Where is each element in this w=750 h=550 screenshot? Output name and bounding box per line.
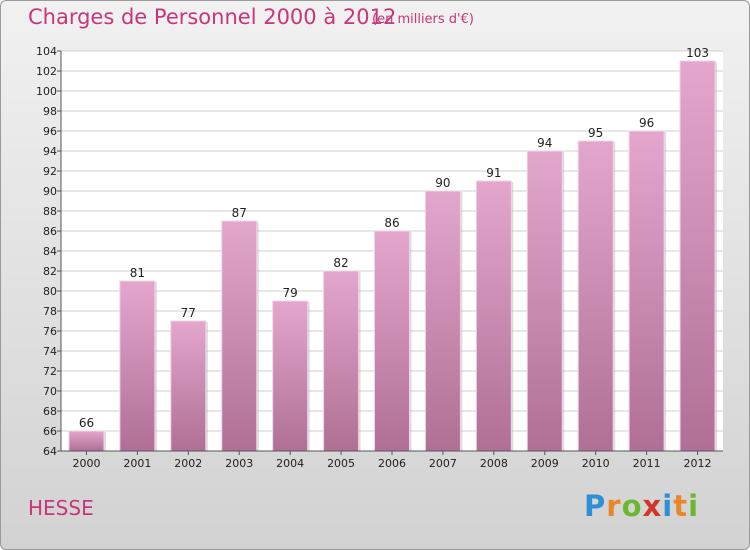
y-tick-label: 64 — [43, 445, 57, 458]
data-label-2010: 95 — [588, 126, 603, 140]
x-tick-label: 2001 — [123, 457, 151, 470]
data-label-2002: 77 — [181, 306, 196, 320]
data-label-2009: 94 — [537, 136, 552, 150]
bar-2008 — [475, 180, 512, 452]
y-tick-label: 80 — [43, 285, 57, 298]
x-tick-label: 2008 — [480, 457, 508, 470]
bar-2001 — [119, 280, 156, 452]
logo-letter: x — [642, 489, 663, 523]
x-tick-label: 2004 — [276, 457, 304, 470]
y-tick-label: 70 — [43, 385, 57, 398]
x-tick-label: 2010 — [582, 457, 610, 470]
x-tick-label: 2007 — [429, 457, 457, 470]
data-labels: 66 81 77 87 79 82 86 90 91 94 95 96 103 — [79, 46, 709, 430]
y-tick-label: 90 — [43, 185, 57, 198]
bar-2010 — [577, 140, 614, 452]
bar-2002 — [170, 320, 207, 452]
bar-2012 — [679, 60, 716, 452]
y-tick-label: 102 — [36, 65, 57, 78]
y-tick-label: 104 — [36, 45, 57, 58]
data-label-2001: 81 — [130, 266, 145, 280]
bar-2003 — [221, 220, 258, 452]
chart-title: Charges de Personnel 2000 à 2012 — [28, 5, 397, 29]
proxiti-logo[interactable]: Proxiti — [584, 489, 699, 523]
logo-letter: i — [688, 489, 700, 523]
place-name: HESSE — [28, 496, 94, 520]
bar-2005 — [323, 270, 360, 452]
y-tick-label: 94 — [43, 145, 57, 158]
y-axis: 64 66 68 70 72 74 76 78 80 82 84 86 88 90 92 94 96 98 100 1… — [36, 45, 62, 458]
x-tick-label: 2005 — [327, 457, 355, 470]
y-tick-label: 76 — [43, 325, 57, 338]
logo-letter: t — [673, 489, 689, 523]
logo-letter: P — [584, 489, 607, 523]
y-tick-label: 92 — [43, 165, 57, 178]
logo-letter: o — [621, 489, 643, 523]
y-tick-label: 96 — [43, 125, 57, 138]
y-tick-label: 84 — [43, 245, 57, 258]
x-tick-label: 2000 — [72, 457, 100, 470]
y-tick-label: 98 — [43, 105, 57, 118]
y-tick-label: 88 — [43, 205, 57, 218]
x-axis: 2000 2001 2002 2003 2004 2005 2006 2007 2008 2009… — [61, 450, 723, 470]
y-tick-label: 74 — [43, 345, 57, 358]
x-tick-label: 2009 — [531, 457, 559, 470]
y-tick-label: 72 — [43, 365, 57, 378]
bars — [68, 60, 718, 452]
data-label-2004: 79 — [283, 286, 298, 300]
y-tick-label: 82 — [43, 265, 57, 278]
logo-letter: r — [606, 489, 622, 523]
bar-2000 — [68, 430, 105, 452]
data-label-2007: 90 — [435, 176, 450, 190]
bar-2009 — [526, 150, 563, 452]
data-label-2008: 91 — [486, 166, 501, 180]
logo-letter: i — [662, 489, 674, 523]
y-tick-label: 66 — [43, 425, 57, 438]
bar-2006 — [374, 230, 410, 452]
bar-2011 — [628, 130, 665, 452]
data-label-2003: 87 — [232, 206, 247, 220]
data-label-2006: 86 — [384, 216, 399, 230]
y-tick-label: 68 — [43, 405, 57, 418]
data-label-2012: 103 — [686, 46, 709, 60]
y-tick-label: 86 — [43, 225, 57, 238]
data-label-2005: 82 — [333, 256, 348, 270]
chart-subtitle: (en milliers d'€) — [372, 12, 474, 27]
x-tick-label: 2002 — [174, 457, 202, 470]
y-tick-label: 100 — [36, 85, 57, 98]
x-tick-label: 2003 — [225, 457, 253, 470]
x-tick-label: 2011 — [633, 457, 661, 470]
data-label-2000: 66 — [79, 416, 94, 430]
bar-2004 — [272, 300, 309, 452]
y-tick-label: 78 — [43, 305, 57, 318]
x-tick-label: 2012 — [684, 457, 712, 470]
data-label-2011: 96 — [639, 116, 654, 130]
bar-2007 — [424, 190, 461, 452]
x-tick-label: 2006 — [378, 457, 406, 470]
